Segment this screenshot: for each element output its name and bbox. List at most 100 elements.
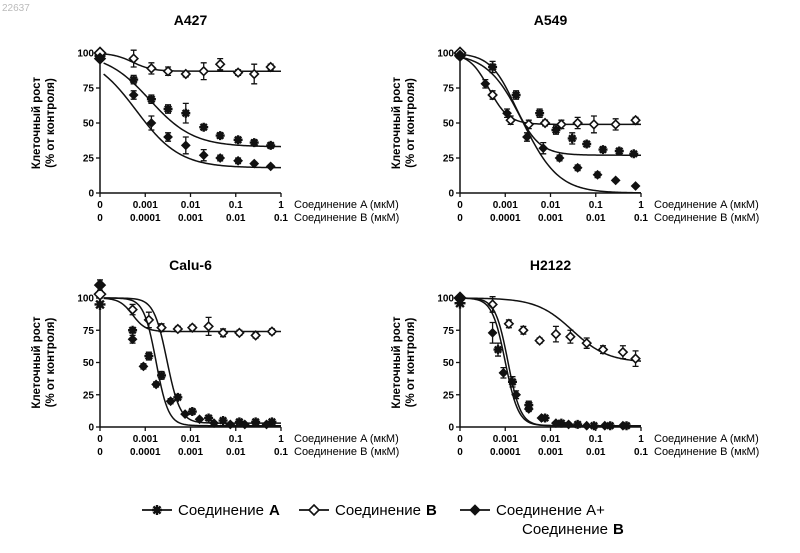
data-point xyxy=(611,120,619,128)
data-point xyxy=(598,145,607,154)
y-tick-label: 75 xyxy=(443,326,455,337)
x-tick-label: 0 xyxy=(97,434,103,445)
x-tick-label: 0.01 xyxy=(586,447,606,458)
x-axis-name: Соединение B (мкМ) xyxy=(294,446,399,458)
x-tick-label: 0.0001 xyxy=(490,213,521,224)
data-point xyxy=(599,345,607,353)
x-tick-label: 0.1 xyxy=(589,200,603,211)
x-tick-label: 1 xyxy=(278,200,284,211)
data-point xyxy=(147,95,156,104)
y-tick-label: 50 xyxy=(83,119,95,130)
data-point xyxy=(182,141,190,149)
chart-panels: A427Клеточный рост(% от контроля)0255075… xyxy=(31,12,759,458)
series-diamond-open xyxy=(455,293,642,367)
x-tick-label: 0.001 xyxy=(178,447,203,458)
x-tick-label: 0.01 xyxy=(586,213,606,224)
data-point xyxy=(488,329,496,337)
x-tick-label: 0.1 xyxy=(229,434,243,445)
y-tick-label: 25 xyxy=(83,154,95,165)
x-axis-name: Соединение A (мкМ) xyxy=(654,433,759,445)
y-tick-label: 50 xyxy=(443,119,455,130)
x-tick-label: 0.001 xyxy=(538,213,563,224)
fit-curve xyxy=(104,74,281,168)
data-point xyxy=(488,63,497,72)
legend-item-B: СоединениеB xyxy=(299,502,437,519)
series-star xyxy=(455,298,642,431)
data-point xyxy=(129,91,137,99)
x-tick-label: 0 xyxy=(97,213,103,224)
x-tick-label: 0 xyxy=(457,200,463,211)
data-point xyxy=(568,134,577,143)
x-tick-label: 0.01 xyxy=(226,447,246,458)
chart-title: Calu-6 xyxy=(169,257,212,273)
y-axis-label: Клеточный рост xyxy=(391,316,403,409)
x-tick-label: 0.01 xyxy=(181,200,201,211)
data-point xyxy=(266,162,274,170)
data-point xyxy=(519,326,527,334)
x-tick-label: 1 xyxy=(278,434,284,445)
chart-title: A427 xyxy=(174,12,208,28)
y-axis-label: Клеточный рост xyxy=(31,316,43,409)
chart-title: A549 xyxy=(534,12,568,28)
data-point xyxy=(552,330,560,338)
x-tick-label: 0 xyxy=(457,213,463,224)
data-point xyxy=(494,345,503,354)
legend-label-text: Соединение xyxy=(335,502,421,519)
data-point xyxy=(615,147,624,156)
x-tick-label: 0.01 xyxy=(541,200,561,211)
x-tick-label: 0.1 xyxy=(274,213,288,224)
data-point xyxy=(488,91,496,99)
data-point xyxy=(590,120,598,128)
x-tick-label: 0.1 xyxy=(274,447,288,458)
legend-label: СоединениеB xyxy=(335,502,437,519)
chart-panel-3: H2122Клеточный рост(% от контроля)025507… xyxy=(391,257,759,458)
x-axis-name: Соединение A (мкМ) xyxy=(294,199,399,211)
data-point xyxy=(455,293,466,304)
chart-panel-2: Calu-6Клеточный рост(% от контроля)02550… xyxy=(31,257,399,458)
x-tick-label: 0.001 xyxy=(493,200,518,211)
data-point xyxy=(147,64,155,72)
x-axis-name: Соединение A (мкМ) xyxy=(294,433,399,445)
y-axis-label-units: (% от контроля) xyxy=(45,78,57,168)
y-axis-label-units: (% от контроля) xyxy=(405,318,417,408)
x-tick-label: 0 xyxy=(97,200,103,211)
chart-panel-0: A427Клеточный рост(% от контроля)0255075… xyxy=(31,12,399,224)
legend: СоединениеAСоединениеBСоединение A+Соеди… xyxy=(142,502,624,538)
fit-curve xyxy=(464,298,641,425)
legend-label-text: Соединение xyxy=(178,502,264,519)
x-tick-label: 0.1 xyxy=(634,447,648,458)
legend-label: СоединениеA xyxy=(178,502,280,519)
legend-marker-icon xyxy=(470,505,480,515)
series-diamond-filled xyxy=(455,293,642,430)
data-point xyxy=(164,133,172,141)
data-point xyxy=(250,138,259,147)
data-point xyxy=(573,119,581,127)
series-star xyxy=(95,50,282,150)
data-point xyxy=(611,176,619,184)
x-tick-label: 0 xyxy=(457,447,463,458)
data-point xyxy=(619,348,627,356)
data-point xyxy=(573,420,582,429)
y-tick-label: 0 xyxy=(88,189,94,200)
data-point xyxy=(144,352,153,361)
data-point xyxy=(512,91,521,100)
y-tick-label: 100 xyxy=(77,294,94,305)
x-axis-name: Соединение A (мкМ) xyxy=(654,199,759,211)
x-tick-label: 0.01 xyxy=(181,434,201,445)
data-point xyxy=(505,320,513,328)
data-point xyxy=(95,280,106,291)
legend-label-bold: B xyxy=(613,521,624,538)
data-point xyxy=(582,140,591,149)
legend-label-text: Соединение A+ xyxy=(496,502,605,519)
data-point xyxy=(164,105,173,114)
x-tick-label: 1 xyxy=(638,434,644,445)
legend-label-text: Соединение xyxy=(522,521,608,538)
x-tick-label: 0.0001 xyxy=(130,447,161,458)
chart-title: H2122 xyxy=(530,257,571,273)
watermark-text: 22637 xyxy=(2,3,30,14)
y-axis-label-units: (% от контроля) xyxy=(405,78,417,168)
data-point xyxy=(234,135,243,144)
fit-curve xyxy=(104,298,281,423)
chart-panel-1: A549Клеточный рост(% от контроля)0255075… xyxy=(391,12,759,224)
x-tick-label: 0.001 xyxy=(538,447,563,458)
